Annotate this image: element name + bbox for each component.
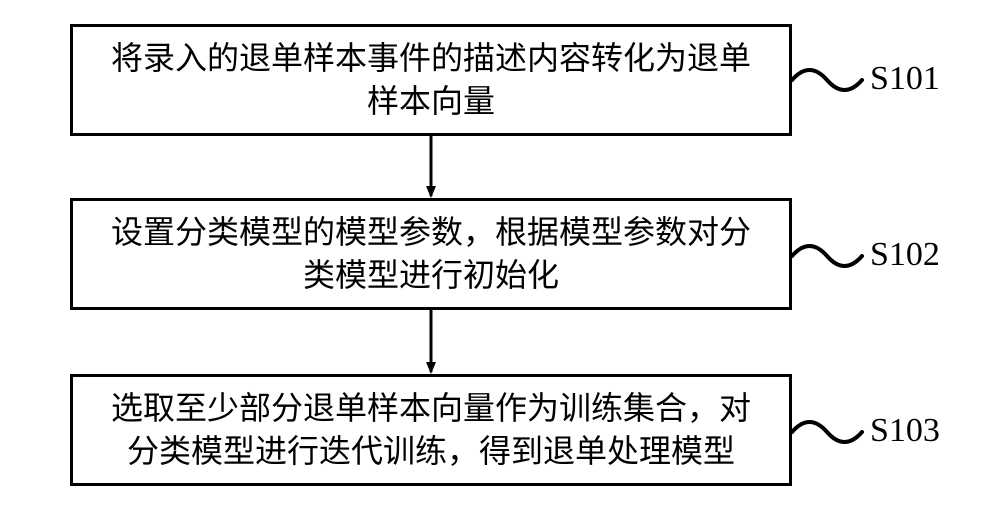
node-text-line: 将录入的退单样本事件的描述内容转化为退单 [111, 37, 751, 80]
flowchart-canvas: 将录入的退单样本事件的描述内容转化为退单 样本向量 S101 设置分类模型的模型… [0, 0, 1000, 532]
squiggles-group [792, 70, 862, 442]
flow-node-train-model: 选取至少部分退单样本向量作为训练集合，对 分类模型进行迭代训练，得到退单处理模型 [70, 374, 792, 486]
label-connector-squiggle [792, 246, 862, 266]
label-connector-squiggle [792, 70, 862, 90]
flow-node-vectorize-samples: 将录入的退单样本事件的描述内容转化为退单 样本向量 [70, 24, 792, 136]
node-text-line: 选取至少部分退单样本向量作为训练集合，对 [111, 387, 751, 430]
label-connector-squiggle [792, 422, 862, 442]
node-text-line: 设置分类模型的模型参数，根据模型参数对分 [111, 211, 751, 254]
step-label-s102: S102 [870, 236, 940, 274]
step-label-s101: S101 [870, 60, 940, 98]
step-label-s103: S103 [870, 412, 940, 450]
node-text-line: 样本向量 [111, 80, 751, 123]
node-text-line: 分类模型进行迭代训练，得到退单处理模型 [111, 430, 751, 473]
flow-node-init-model-params: 设置分类模型的模型参数，根据模型参数对分 类模型进行初始化 [70, 198, 792, 310]
node-text-line: 类模型进行初始化 [111, 254, 751, 297]
